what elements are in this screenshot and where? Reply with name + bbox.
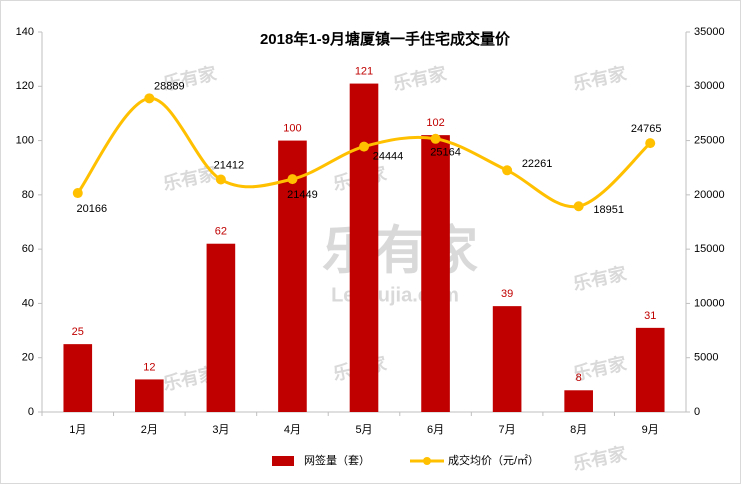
x-tick-label: 6月 xyxy=(427,424,444,436)
line-point xyxy=(287,174,298,185)
legend-label: 成交均价（元/㎡） xyxy=(448,453,539,467)
bar xyxy=(564,390,593,412)
bar xyxy=(635,327,665,412)
bar xyxy=(349,83,379,413)
bar-value-label: 62 xyxy=(215,226,227,238)
bar xyxy=(206,243,236,412)
watermark: 乐有家 xyxy=(322,223,478,281)
bar-value-label: 121 xyxy=(355,65,373,77)
line-point xyxy=(502,165,513,176)
bar xyxy=(278,140,307,413)
bar xyxy=(492,306,522,412)
y2-tick-label: 5000 xyxy=(694,352,718,364)
line-value-label: 25164 xyxy=(430,147,461,159)
line-point xyxy=(573,201,584,212)
x-tick-label: 3月 xyxy=(212,424,229,436)
line-point xyxy=(645,138,656,149)
x-tick-label: 2月 xyxy=(141,424,158,436)
bar xyxy=(421,135,450,412)
line-point xyxy=(359,141,369,152)
line-point xyxy=(215,174,226,185)
bar-value-label: 39 xyxy=(501,288,513,300)
legend-swatch xyxy=(423,457,431,465)
bar-value-label: 102 xyxy=(426,117,444,129)
y2-tick-label: 35000 xyxy=(694,26,725,38)
line-value-label: 28889 xyxy=(154,80,185,92)
y-tick-label: 20 xyxy=(22,352,34,364)
x-tick-label: 9月 xyxy=(642,424,659,436)
chart-title: 2018年1-9月塘厦镇一手住宅成交量价 xyxy=(260,30,511,48)
bar-value-label: 31 xyxy=(644,310,656,322)
bar-value-label: 100 xyxy=(283,122,301,134)
y-tick-label: 0 xyxy=(28,406,34,418)
x-tick-label: 7月 xyxy=(499,424,516,436)
y-tick-label: 80 xyxy=(22,189,34,201)
x-tick-label: 4月 xyxy=(284,424,301,436)
legend-label: 网签量（套） xyxy=(304,453,370,467)
y-tick-label: 40 xyxy=(22,297,34,309)
y2-tick-label: 10000 xyxy=(694,297,725,309)
bar-value-label: 8 xyxy=(576,372,582,384)
line-point xyxy=(430,133,441,144)
line-value-label: 18951 xyxy=(593,204,624,216)
y2-tick-label: 20000 xyxy=(694,189,725,201)
line-value-label: 21412 xyxy=(214,159,245,171)
line-point xyxy=(144,93,155,104)
bar xyxy=(63,344,93,412)
x-tick-label: 8月 xyxy=(570,424,587,436)
y-tick-label: 60 xyxy=(22,243,34,255)
y2-tick-label: 0 xyxy=(694,406,700,418)
y-tick-label: 120 xyxy=(16,80,34,92)
x-tick-label: 1月 xyxy=(69,424,86,436)
x-tick-label: 5月 xyxy=(355,424,372,436)
y2-tick-label: 25000 xyxy=(694,134,725,146)
y-tick-label: 140 xyxy=(16,26,34,38)
line-value-label: 20166 xyxy=(76,203,107,215)
bar-value-label: 12 xyxy=(143,361,155,373)
legend-swatch xyxy=(272,456,294,466)
line-value-label: 21449 xyxy=(287,189,318,201)
y2-tick-label: 30000 xyxy=(694,80,725,92)
line-value-label: 24765 xyxy=(631,123,662,135)
bar-value-label: 25 xyxy=(72,326,84,338)
y2-tick-label: 15000 xyxy=(694,243,725,255)
bar xyxy=(135,379,164,412)
line-value-label: 24444 xyxy=(373,151,404,163)
y-tick-label: 100 xyxy=(16,134,34,146)
line-point xyxy=(72,188,83,199)
line-value-label: 22261 xyxy=(522,158,553,170)
